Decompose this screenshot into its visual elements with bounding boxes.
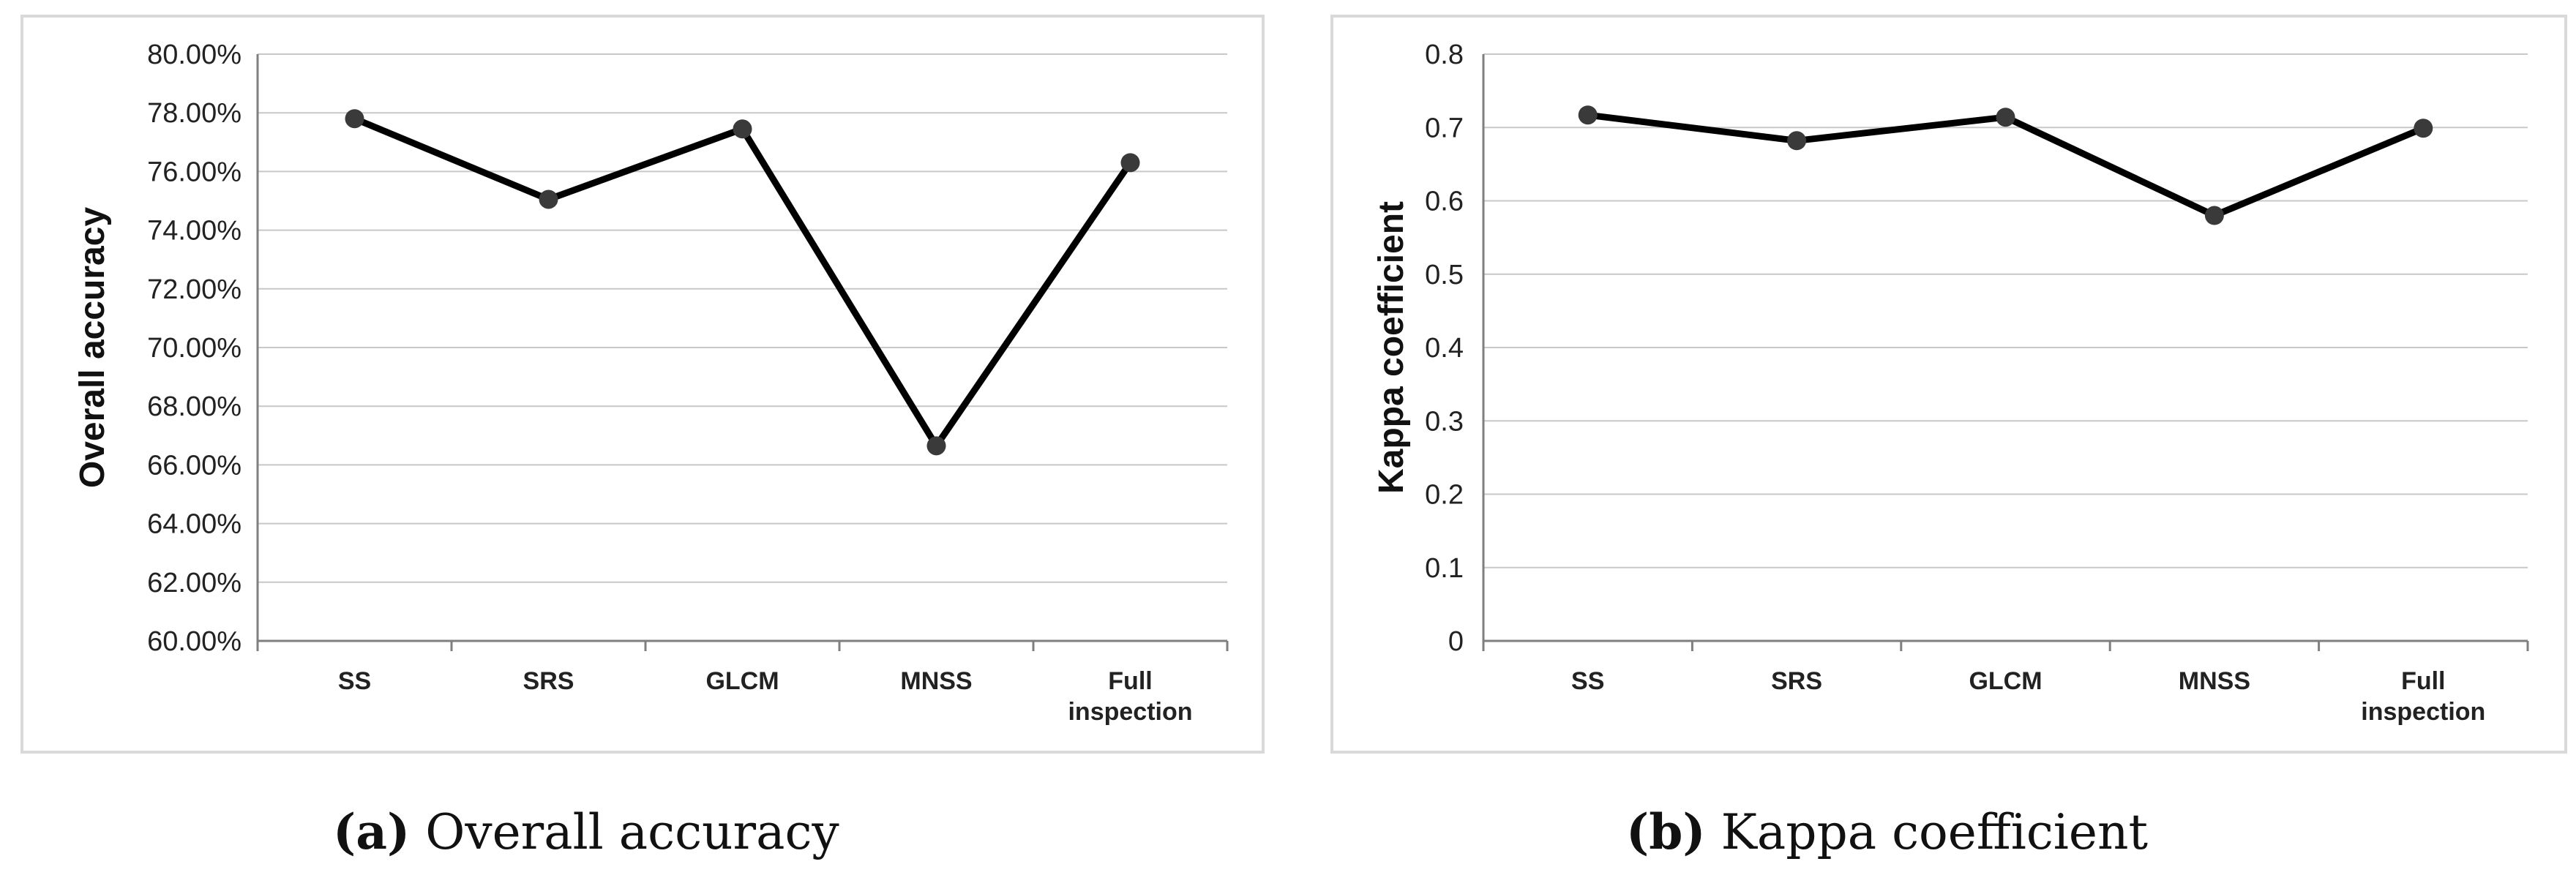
x-tick-label: Full inspection — [2361, 667, 2485, 726]
y-tick-label: 0.2 — [1425, 480, 1464, 511]
chart-b-svg: 0 0.1 0.2 0.3 0.4 0.5 0.6 0.7 0.8 SS SRS GLCM MNSS Fu… — [1372, 40, 2529, 726]
x-tick-label: GLCM — [705, 667, 779, 695]
x-tick-label: Full inspection — [1068, 667, 1192, 726]
caption-b-text: Kappa coefficient — [1721, 804, 2148, 860]
y-tick-label: 78.00% — [147, 98, 242, 129]
y-tick-label: 64.00% — [147, 509, 242, 540]
x-tick-label: SRS — [523, 667, 574, 695]
data-point — [2204, 206, 2224, 225]
y-tick-label: 0.5 — [1425, 260, 1464, 290]
y-tick-label: 72.00% — [147, 274, 242, 305]
x-tick-label: SS — [1571, 667, 1604, 695]
caption-b-label: (b) — [1626, 803, 1706, 860]
x-tick-label: SS — [338, 667, 371, 695]
data-point — [733, 119, 752, 139]
y-tick-label: 76.00% — [147, 157, 242, 187]
x-tick-label: GLCM — [1969, 667, 2042, 695]
y-tick-label: 0 — [1448, 626, 1464, 657]
data-point — [539, 189, 558, 209]
data-point — [1996, 108, 2015, 127]
series-line — [353, 116, 1134, 449]
y-axis-title: Overall accuracy — [73, 207, 112, 489]
y-axis-title: Kappa coefficient — [1372, 201, 1411, 494]
chart-a-svg: 60.00% 62.00% 64.00% 66.00% 68.00% 70.00% 72.0… — [73, 40, 1229, 726]
y-tick-label: 80.00% — [147, 40, 242, 70]
data-point — [1120, 153, 1140, 173]
y-tick-label: 68.00% — [147, 391, 242, 422]
caption-a-text: Overall accuracy — [425, 804, 839, 860]
chart-panel-b: 0 0.1 0.2 0.3 0.4 0.5 0.6 0.7 0.8 SS SRS GLCM MNSS Fu… — [1330, 15, 2567, 754]
x-tick-label: MNSS — [900, 667, 972, 695]
data-point — [926, 436, 946, 456]
data-point — [1787, 131, 1807, 151]
y-tick-label: 70.00% — [147, 333, 242, 364]
y-tick-label: 0.7 — [1425, 113, 1464, 143]
y-tick-label: 62.00% — [147, 568, 242, 598]
caption-a: (a) Overall accuracy — [333, 803, 839, 860]
y-tick-label: 60.00% — [147, 626, 242, 657]
data-point — [2414, 119, 2433, 138]
x-tick-label: MNSS — [2179, 667, 2250, 695]
y-tick-label: 0.3 — [1425, 406, 1464, 437]
y-tick-label: 0.8 — [1425, 40, 1464, 70]
data-point — [345, 109, 364, 129]
caption-a-label: (a) — [333, 803, 411, 860]
x-tick-label: SRS — [1771, 667, 1822, 695]
y-tick-label: 66.00% — [147, 450, 242, 481]
y-tick-label: 0.4 — [1425, 333, 1464, 364]
y-tick-label: 0.6 — [1425, 187, 1464, 217]
data-point — [1578, 105, 1598, 125]
chart-panel-a: 60.00% 62.00% 64.00% 66.00% 68.00% 70.00% 72.0… — [20, 15, 1265, 754]
y-tick-label: 0.1 — [1425, 553, 1464, 584]
caption-b: (b) Kappa coefficient — [1626, 803, 2148, 860]
y-tick-label: 74.00% — [147, 216, 242, 247]
